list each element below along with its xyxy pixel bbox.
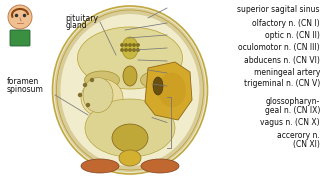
Ellipse shape [123,66,137,86]
Ellipse shape [60,14,199,166]
Circle shape [137,44,139,46]
Text: olfactory n. (CN I): olfactory n. (CN I) [252,19,320,28]
Ellipse shape [141,159,179,173]
Text: abducens n. (CN VI): abducens n. (CN VI) [244,56,320,65]
Text: optic n. (CN II): optic n. (CN II) [265,31,320,40]
Circle shape [137,49,139,51]
Text: gland: gland [66,21,87,30]
Text: accerory n.: accerory n. [277,130,320,140]
Ellipse shape [119,150,141,166]
FancyBboxPatch shape [10,30,30,46]
Ellipse shape [140,71,175,89]
Circle shape [129,44,131,46]
Circle shape [8,5,32,29]
Ellipse shape [153,77,163,95]
Ellipse shape [122,37,138,59]
Text: oculomotor n. (CN III): oculomotor n. (CN III) [238,43,320,52]
Circle shape [125,49,127,51]
Text: geal n. (CN IX): geal n. (CN IX) [265,106,320,115]
Circle shape [91,78,93,82]
Ellipse shape [83,78,113,112]
Ellipse shape [84,71,119,89]
Circle shape [84,84,86,87]
Polygon shape [145,62,192,120]
Ellipse shape [52,6,207,174]
Text: foramen: foramen [6,77,39,86]
Circle shape [133,49,135,51]
Circle shape [133,44,135,46]
Circle shape [78,93,82,96]
Ellipse shape [81,159,119,173]
Ellipse shape [81,79,123,117]
Text: vagus n. (CN X): vagus n. (CN X) [260,118,320,127]
Ellipse shape [54,8,205,172]
Text: meningeal artery: meningeal artery [254,68,320,76]
Circle shape [121,44,123,46]
Text: glossopharyn-: glossopharyn- [266,97,320,106]
Ellipse shape [85,99,175,157]
Text: trigeminal n. (CN V): trigeminal n. (CN V) [244,79,320,88]
Circle shape [129,49,131,51]
Text: spinosum: spinosum [6,85,43,94]
Circle shape [125,44,127,46]
Ellipse shape [77,27,182,89]
Text: superior sagital sinus: superior sagital sinus [237,5,320,14]
Text: pituitary: pituitary [66,14,99,22]
Ellipse shape [158,73,186,107]
Ellipse shape [112,124,148,152]
Circle shape [121,49,123,51]
Circle shape [86,103,90,107]
Text: (CN XI): (CN XI) [293,140,320,149]
